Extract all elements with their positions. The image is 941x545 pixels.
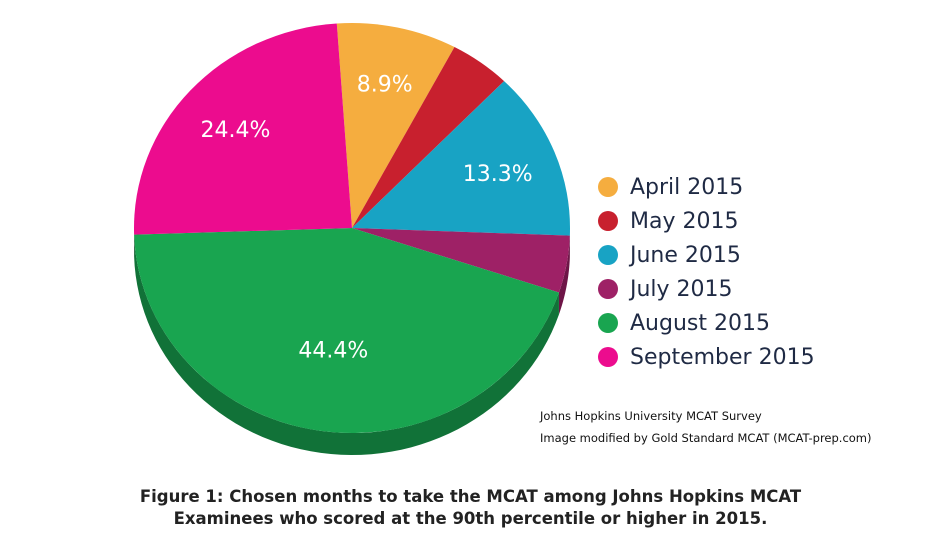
pie-slice-june-2015 — [352, 81, 570, 236]
legend-label: September 2015 — [630, 344, 815, 370]
pie-slice-april-2015 — [336, 22, 455, 228]
caption-line-2: Examinees who scored at the 90th percent… — [173, 509, 768, 528]
legend-swatch — [598, 279, 618, 299]
legend-item-august-2015: August 2015 — [598, 306, 815, 340]
pie-slice-july-2015 — [352, 228, 570, 293]
data-label-april-2015: 8.9% — [357, 73, 413, 98]
pie-side-july-2015 — [558, 235, 570, 315]
legend-swatch — [598, 313, 618, 333]
legend-item-may-2015: May 2015 — [598, 204, 815, 238]
pie-slice-september-2015 — [133, 23, 352, 235]
legend: April 2015 May 2015 June 2015 July 2015 Augu… — [598, 170, 815, 374]
pie-slices — [133, 22, 570, 434]
legend-label: June 2015 — [630, 242, 741, 268]
legend-label: August 2015 — [630, 310, 770, 336]
legend-swatch — [598, 177, 618, 197]
data-label-june-2015: 13.3% — [463, 162, 533, 187]
legend-item-july-2015: July 2015 — [598, 272, 815, 306]
legend-swatch — [598, 245, 618, 265]
legend-label: May 2015 — [630, 208, 739, 234]
pie-slice-august-2015 — [134, 228, 559, 434]
legend-label: July 2015 — [630, 276, 733, 302]
legend-label: April 2015 — [630, 174, 744, 200]
legend-item-september-2015: September 2015 — [598, 340, 815, 374]
legend-item-june-2015: June 2015 — [598, 238, 815, 272]
figure-caption: Figure 1: Chosen months to take the MCAT… — [0, 486, 941, 530]
source-line-1: Johns Hopkins University MCAT Survey — [540, 409, 762, 423]
pie-chart: 8.9% 13.3% 44.4% 24.4% — [133, 22, 570, 455]
pie-sides — [134, 229, 570, 455]
data-label-september-2015: 24.4% — [201, 118, 271, 143]
caption-line-1: Figure 1: Chosen months to take the MCAT… — [139, 487, 802, 506]
legend-swatch — [598, 347, 618, 367]
source-note: Johns Hopkins University MCAT Survey Ima… — [540, 405, 872, 449]
legend-item-april-2015: April 2015 — [598, 170, 815, 204]
source-line-2: Image modified by Gold Standard MCAT (MC… — [540, 431, 872, 445]
legend-swatch — [598, 211, 618, 231]
pie-slice-may-2015 — [352, 47, 505, 229]
data-label-august-2015: 44.4% — [298, 339, 368, 364]
pie-data-labels: 8.9% 13.3% 44.4% 24.4% — [201, 73, 533, 364]
